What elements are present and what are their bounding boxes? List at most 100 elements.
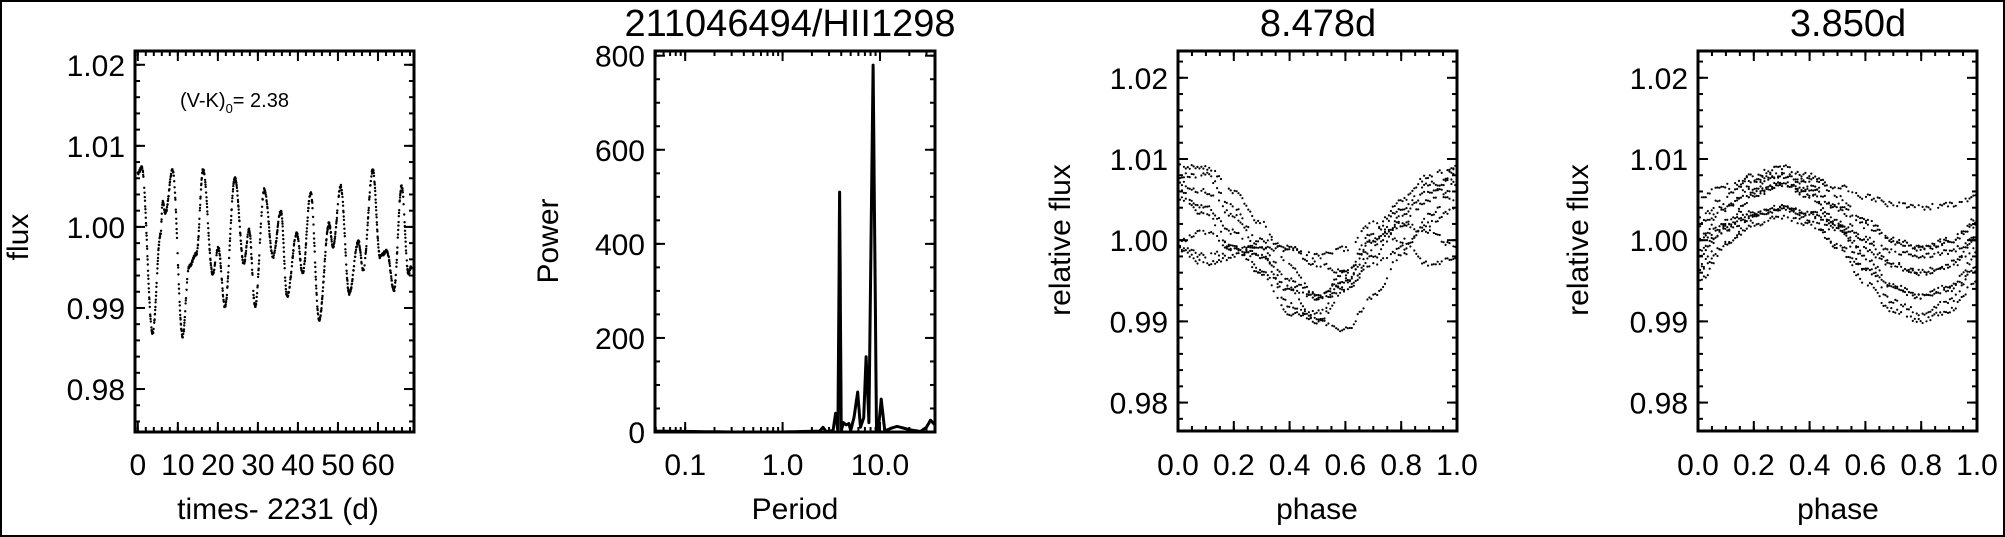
data-point (307, 206, 310, 210)
data-point (330, 238, 333, 241)
data-point (394, 279, 397, 282)
data-point (405, 259, 408, 262)
data-point (1294, 280, 1297, 283)
data-point (1878, 295, 1881, 298)
data-point (397, 228, 400, 232)
plots-layer: 0 10 20 30 40 50 600.980.991.001.011.020.1 1.0 1… (67, 41, 1998, 482)
data-point (1368, 296, 1371, 299)
data-point (1925, 312, 1928, 315)
data-point (1270, 284, 1273, 287)
data-point (401, 191, 404, 194)
data-point (1786, 175, 1789, 178)
data-point (1417, 230, 1420, 233)
data-point (368, 195, 371, 198)
data-point (1868, 248, 1871, 252)
data-point (1962, 283, 1965, 286)
data-point (1405, 224, 1408, 227)
data-point (1710, 261, 1713, 264)
data-point (352, 265, 356, 268)
data-point (1724, 186, 1727, 189)
data-point (1182, 249, 1185, 252)
data-point (1905, 315, 1909, 318)
data-point (1204, 205, 1207, 208)
data-point (1950, 290, 1953, 293)
data-point (1712, 262, 1715, 265)
data-point (1749, 173, 1752, 176)
data-point (1818, 190, 1821, 193)
data-point (291, 252, 295, 255)
data-point (1970, 236, 1973, 239)
y-tick-label: 1.00 (67, 212, 125, 245)
data-point (1198, 258, 1201, 261)
data-point (153, 321, 156, 324)
data-point (1196, 204, 1199, 207)
data-point (215, 254, 218, 257)
data-point (1806, 210, 1809, 213)
data-point (393, 289, 396, 293)
data-point (306, 223, 309, 226)
data-point (1755, 223, 1758, 226)
data-point (1229, 189, 1232, 192)
data-point (404, 249, 408, 252)
data-point (1919, 256, 1922, 259)
data-point (1937, 239, 1940, 242)
data-point (344, 248, 347, 251)
data-point (199, 188, 203, 191)
data-point (1962, 246, 1965, 249)
data-point (1841, 199, 1844, 202)
data-point (1917, 246, 1920, 249)
data-point (1726, 226, 1729, 229)
data-point (329, 225, 332, 229)
data-point (1387, 214, 1390, 217)
data-point (1266, 274, 1269, 277)
data-point (1823, 230, 1826, 234)
data-point (1937, 245, 1940, 248)
data-point (1841, 249, 1844, 252)
data-point (1802, 186, 1805, 189)
data-point (1841, 246, 1844, 249)
data-point (372, 174, 376, 178)
data-point (1880, 278, 1883, 281)
data-point (245, 244, 248, 248)
data-point (173, 186, 176, 189)
data-point (206, 213, 209, 216)
data-point (404, 245, 407, 248)
data-point (145, 234, 148, 237)
data-point (1272, 290, 1275, 293)
data-point (1303, 310, 1306, 313)
data-point (1730, 218, 1733, 221)
data-point (236, 194, 239, 197)
data-point (1944, 311, 1948, 314)
phase-plot-3d-title: 3.850d (1790, 3, 1906, 45)
data-point (1448, 168, 1451, 171)
data-point (1712, 254, 1715, 257)
data-point (1702, 196, 1705, 199)
data-point (1217, 258, 1221, 262)
data-point (217, 247, 221, 250)
data-point (1450, 171, 1453, 174)
data-point (168, 180, 172, 183)
data-point (1933, 313, 1936, 316)
data-point (1368, 255, 1371, 258)
data-point (1387, 235, 1390, 238)
data-point (1401, 200, 1404, 203)
data-point (1810, 211, 1813, 214)
data-point (1948, 265, 1951, 268)
data-point (1702, 246, 1705, 249)
data-point (1950, 259, 1953, 262)
data-point (175, 236, 179, 240)
data-point (1446, 257, 1449, 260)
data-point (1712, 241, 1715, 245)
data-point (1720, 248, 1723, 251)
y-tick-label: 0 (628, 417, 645, 450)
data-point (1851, 191, 1854, 194)
data-point (1216, 187, 1219, 190)
data-point (1917, 314, 1920, 317)
data-point (367, 209, 370, 212)
data-point (1704, 219, 1707, 222)
data-point (1194, 176, 1197, 179)
data-point (1886, 259, 1889, 262)
data-point (1426, 176, 1430, 180)
data-point (311, 215, 315, 219)
data-point (1749, 211, 1752, 214)
